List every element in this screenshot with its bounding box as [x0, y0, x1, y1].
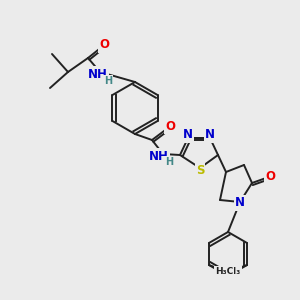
Text: O: O	[165, 119, 175, 133]
Text: H: H	[165, 157, 173, 167]
Text: N: N	[235, 196, 245, 209]
Text: H₃C: H₃C	[215, 268, 233, 277]
Text: S: S	[196, 164, 204, 178]
Text: NH: NH	[88, 68, 108, 80]
Text: N: N	[205, 128, 215, 142]
Text: O: O	[265, 170, 275, 184]
Text: N: N	[183, 128, 193, 142]
Text: CH₃: CH₃	[223, 268, 241, 277]
Text: H: H	[104, 76, 112, 86]
Text: O: O	[99, 38, 109, 52]
Text: NH: NH	[149, 149, 169, 163]
